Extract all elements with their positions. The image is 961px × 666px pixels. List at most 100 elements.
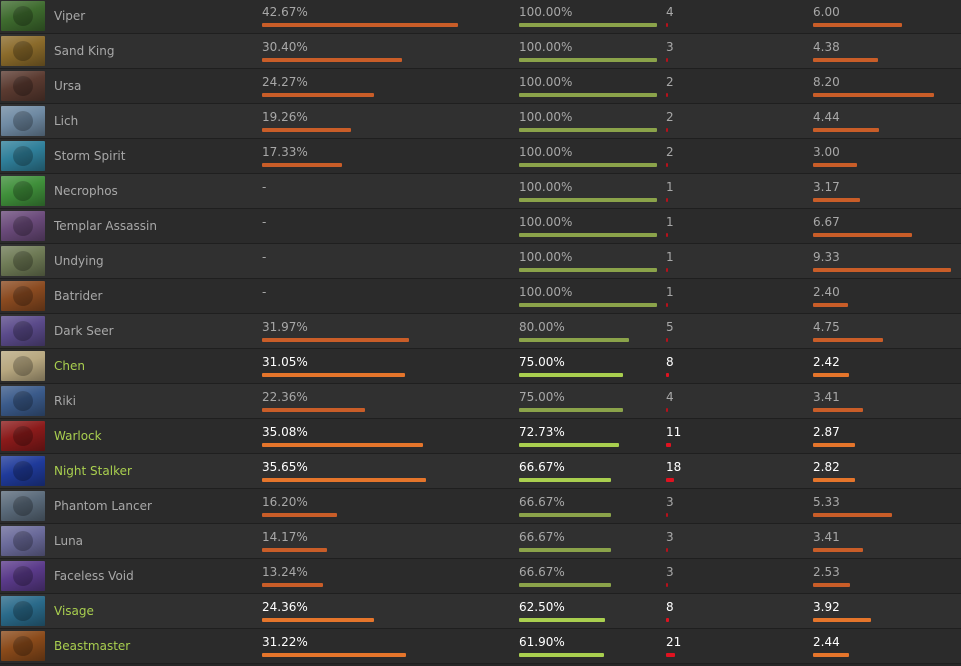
phantom-lancer-portrait-icon[interactable] (1, 491, 45, 521)
win-rate-bar (519, 93, 657, 97)
kda-cell: 4.75 (813, 314, 961, 348)
hero-name[interactable]: Visage (54, 604, 94, 618)
pick-rate-value: - (262, 215, 267, 229)
pick-rate-bar (262, 128, 351, 132)
pick-rate-bar (262, 653, 406, 657)
matches-bar (666, 408, 668, 412)
matches-cell: 2 (666, 139, 786, 173)
table-row[interactable]: Warlock 35.08% 72.73% 11 2.87 (0, 419, 961, 454)
kda-cell: 4.44 (813, 104, 961, 138)
ursa-portrait-icon[interactable] (1, 71, 45, 101)
night-stalker-portrait-icon[interactable] (1, 456, 45, 486)
batrider-portrait-icon[interactable] (1, 281, 45, 311)
hero-name[interactable]: Dark Seer (54, 324, 114, 338)
viper-portrait-icon[interactable] (1, 1, 45, 31)
portrait-gloss (1, 106, 45, 136)
kda-value: 2.53 (813, 565, 840, 579)
pick-rate-cell: 22.36% (262, 384, 492, 418)
table-row[interactable]: Batrider - 100.00% 1 2.40 (0, 279, 961, 314)
matches-bar (666, 58, 668, 62)
table-row[interactable]: Ursa 24.27% 100.00% 2 8.20 (0, 69, 961, 104)
hero-name[interactable]: Sand King (54, 44, 115, 58)
warlock-portrait-icon[interactable] (1, 421, 45, 451)
hero-name[interactable]: Ursa (54, 79, 82, 93)
table-row[interactable]: Visage 24.36% 62.50% 8 3.92 (0, 594, 961, 629)
table-row[interactable]: Undying - 100.00% 1 9.33 (0, 244, 961, 279)
pick-rate-value: 13.24% (262, 565, 308, 579)
undying-portrait-icon[interactable] (1, 246, 45, 276)
hero-name[interactable]: Beastmaster (54, 639, 131, 653)
table-row[interactable]: Night Stalker 35.65% 66.67% 18 2.82 (0, 454, 961, 489)
kda-cell: 3.92 (813, 594, 961, 628)
luna-portrait-icon[interactable] (1, 526, 45, 556)
win-rate-cell: 100.00% (519, 209, 669, 243)
beastmaster-portrait-icon[interactable] (1, 631, 45, 661)
win-rate-bar (519, 618, 605, 622)
storm-spirit-portrait-icon[interactable] (1, 141, 45, 171)
kda-value: 2.82 (813, 460, 840, 474)
win-rate-value: 72.73% (519, 425, 565, 439)
win-rate-value: 100.00% (519, 5, 573, 19)
matches-bar (666, 618, 669, 622)
table-row[interactable]: Viper 42.67% 100.00% 4 6.00 (0, 0, 961, 34)
hero-name[interactable]: Templar Assassin (54, 219, 157, 233)
pick-rate-cell: 14.17% (262, 524, 492, 558)
table-row[interactable]: Faceless Void 13.24% 66.67% 3 2.53 (0, 559, 961, 594)
hero-name[interactable]: Night Stalker (54, 464, 132, 478)
dark-seer-portrait-icon[interactable] (1, 316, 45, 346)
portrait-silhouette (13, 426, 33, 446)
faceless-void-portrait-icon[interactable] (1, 561, 45, 591)
table-row[interactable]: Storm Spirit 17.33% 100.00% 2 3.00 (0, 139, 961, 174)
visage-portrait-icon[interactable] (1, 596, 45, 626)
kda-bar (813, 268, 951, 272)
portrait-gloss (1, 596, 45, 626)
sand-king-portrait-icon[interactable] (1, 36, 45, 66)
hero-name[interactable]: Undying (54, 254, 104, 268)
table-row[interactable]: Chen 31.05% 75.00% 8 2.42 (0, 349, 961, 384)
kda-bar (813, 373, 849, 377)
necrophos-portrait-icon[interactable] (1, 176, 45, 206)
table-row[interactable]: Lich 19.26% 100.00% 2 4.44 (0, 104, 961, 139)
kda-cell: 5.33 (813, 489, 961, 523)
hero-name[interactable]: Phantom Lancer (54, 499, 152, 513)
table-row[interactable]: Necrophos - 100.00% 1 3.17 (0, 174, 961, 209)
hero-name[interactable]: Lich (54, 114, 79, 128)
table-row[interactable]: Beastmaster 31.22% 61.90% 21 2.44 (0, 629, 961, 664)
hero-name[interactable]: Necrophos (54, 184, 118, 198)
templar-assassin-portrait-icon[interactable] (1, 211, 45, 241)
matches-bar (666, 653, 675, 657)
win-rate-bar (519, 303, 657, 307)
hero-name[interactable]: Faceless Void (54, 569, 134, 583)
hero-name[interactable]: Warlock (54, 429, 102, 443)
hero-name[interactable]: Chen (54, 359, 85, 373)
hero-name[interactable]: Luna (54, 534, 84, 548)
pick-rate-cell: 35.65% (262, 454, 492, 488)
kda-value: 3.00 (813, 145, 840, 159)
kda-value: 4.38 (813, 40, 840, 54)
lich-portrait-icon[interactable] (1, 106, 45, 136)
table-row[interactable]: Riki 22.36% 75.00% 4 3.41 (0, 384, 961, 419)
matches-value: 11 (666, 425, 682, 439)
hero-name[interactable]: Riki (54, 394, 76, 408)
kda-cell: 3.41 (813, 524, 961, 558)
hero-name[interactable]: Storm Spirit (54, 149, 126, 163)
table-row[interactable]: Sand King 30.40% 100.00% 3 4.38 (0, 34, 961, 69)
portrait-gloss (1, 561, 45, 591)
win-rate-value: 100.00% (519, 40, 573, 54)
table-row[interactable]: Templar Assassin - 100.00% 1 6.67 (0, 209, 961, 244)
riki-portrait-icon[interactable] (1, 386, 45, 416)
kda-value: 2.87 (813, 425, 840, 439)
win-rate-cell: 80.00% (519, 314, 669, 348)
pick-rate-value: 30.40% (262, 40, 308, 54)
win-rate-bar (519, 583, 611, 587)
table-row[interactable]: Phantom Lancer 16.20% 66.67% 3 5.33 (0, 489, 961, 524)
hero-name[interactable]: Batrider (54, 289, 103, 303)
table-row[interactable]: Dark Seer 31.97% 80.00% 5 4.75 (0, 314, 961, 349)
portrait-silhouette (13, 181, 33, 201)
portrait-gloss (1, 281, 45, 311)
win-rate-value: 66.67% (519, 495, 565, 509)
hero-name[interactable]: Viper (54, 9, 86, 23)
kda-bar (813, 198, 860, 202)
table-row[interactable]: Luna 14.17% 66.67% 3 3.41 (0, 524, 961, 559)
chen-portrait-icon[interactable] (1, 351, 45, 381)
